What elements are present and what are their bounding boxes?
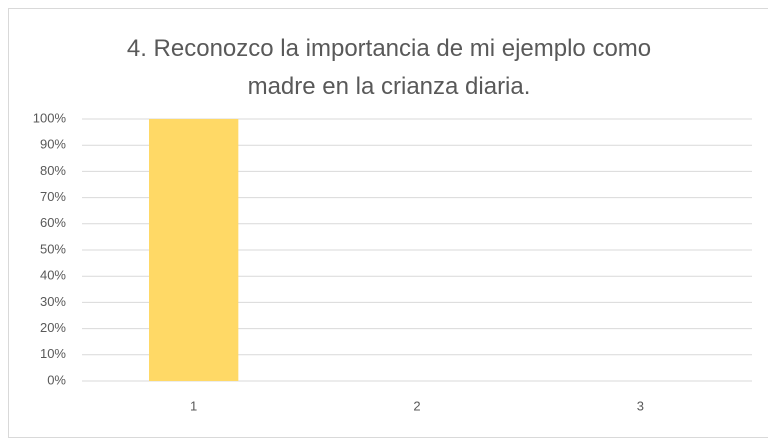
y-tick-label: 100%	[33, 110, 67, 125]
chart-area: 4. Reconozco la importancia de mi ejempl…	[8, 8, 768, 438]
y-tick-label: 90%	[40, 137, 66, 152]
x-tick-label: 3	[637, 398, 644, 413]
chart: 0% 10% 20% 30% 40% 50% 60% 70% 80% 90% 100% 1 2 3	[33, 110, 752, 413]
y-tick-label: 10%	[40, 346, 66, 361]
y-tick-label: 20%	[40, 320, 66, 335]
y-tick-label: 30%	[40, 294, 66, 309]
y-tick-label: 40%	[40, 268, 66, 283]
y-tick-label: 0%	[47, 372, 66, 387]
y-tick-label: 50%	[40, 241, 66, 256]
y-tick-label: 80%	[40, 163, 66, 178]
y-tick-label: 70%	[40, 189, 66, 204]
chart-title: 4. Reconozco la importancia de mi ejempl…	[126, 35, 652, 100]
y-tick-label: 60%	[40, 215, 66, 230]
x-tick-label: 2	[413, 398, 420, 413]
bar	[149, 119, 239, 381]
x-tick-label: 1	[190, 398, 197, 413]
